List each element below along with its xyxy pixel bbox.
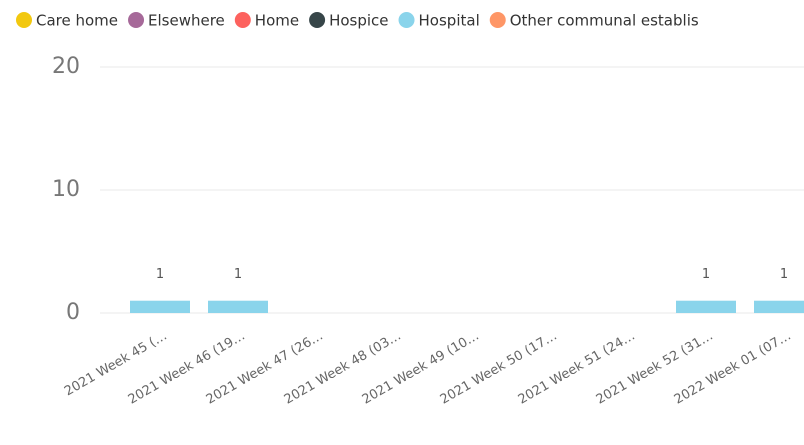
legend-swatch — [309, 12, 326, 28]
y-tick-label: 10 — [52, 177, 80, 202]
legend-swatch — [128, 12, 145, 28]
legend-swatch — [489, 12, 506, 28]
legend-swatch — [234, 12, 251, 28]
data-label: 1 — [702, 267, 710, 282]
bar — [754, 300, 804, 313]
legend: Care home Elsewhere Home Hospice Hospital Oth… — [16, 12, 699, 30]
legend-label: Other communal establis — [510, 12, 699, 30]
bar — [208, 300, 268, 313]
legend-label: Hospital — [419, 12, 480, 30]
legend-label: Care home — [36, 12, 118, 30]
bar — [676, 300, 736, 313]
y-tick-label: 0 — [66, 300, 80, 325]
legend-swatch — [398, 12, 415, 28]
legend-label: Hospice — [329, 12, 388, 30]
data-label: 1 — [234, 267, 242, 282]
y-tick-label: 20 — [52, 54, 80, 79]
legend-swatch — [16, 12, 32, 28]
data-label: 1 — [780, 267, 788, 282]
bar — [130, 300, 190, 313]
legend-label: Elsewhere — [148, 12, 225, 30]
legend-label: Home — [255, 12, 299, 30]
data-label: 1 — [156, 267, 164, 282]
